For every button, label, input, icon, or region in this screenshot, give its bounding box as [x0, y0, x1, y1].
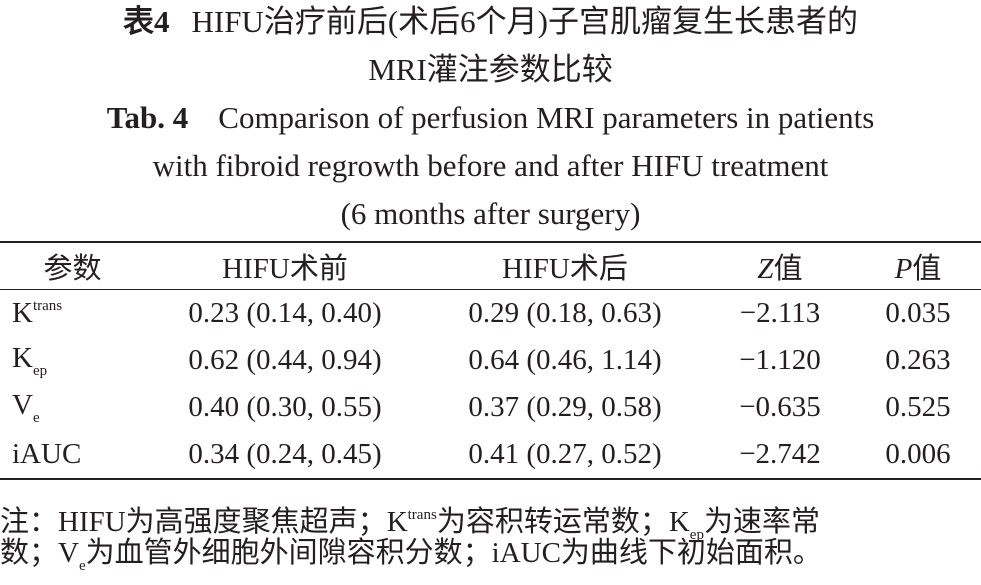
cell-text: −1.120: [739, 344, 821, 376]
parameter-cell: Ktrans: [0, 290, 145, 338]
value-cell: 0.41 (0.27, 0.52): [425, 431, 705, 479]
note-text: 为速率常: [703, 506, 820, 538]
note-text: 注：HIFU为高强度聚焦超声；: [0, 506, 387, 538]
cell-text-base: K: [12, 341, 33, 374]
cell-text: −2.742: [739, 438, 821, 470]
cell-text: −2.113: [739, 297, 821, 329]
value-cell: 0.006: [855, 431, 981, 479]
header-text: HIFU术前: [222, 253, 348, 285]
note-text-base: K: [386, 506, 408, 538]
cell-text: 0.37 (0.29, 0.58): [468, 391, 662, 423]
note-line: 注：HIFU为高强度聚焦超声；Ktrans为容积转运常数；Kep为速率常: [0, 496, 981, 554]
cell-text-sub: e: [32, 409, 40, 426]
note-text-sub: ep: [689, 527, 704, 543]
value-cell: 0.035: [855, 290, 981, 338]
title-en-line: Tab. 4 Comparison of perfusion MRI parame…: [0, 98, 981, 138]
header-cell: Z值: [705, 242, 855, 290]
note-text-base: K: [668, 506, 690, 538]
header-text: HIFU术后: [502, 253, 628, 285]
header-text-text: 值: [912, 253, 942, 285]
header-cell: P值: [855, 242, 981, 290]
cell-text: 0.29 (0.18, 0.63): [468, 297, 662, 329]
value-cell: 0.34 (0.24, 0.45): [145, 431, 425, 479]
header-cell: HIFU术前: [145, 242, 425, 290]
header-text-text: 值: [773, 253, 803, 285]
cell-text: 0.23 (0.14, 0.40): [188, 297, 382, 329]
header-text-var: P: [894, 253, 913, 285]
value-cell: 0.263: [855, 337, 981, 384]
parameter-cell: Kep: [0, 337, 145, 384]
title-en-text: Comparison of perfusion MRI parameters i…: [218, 100, 875, 135]
table-label-en: Tab. 4: [106, 100, 189, 135]
table-label-cn: 表4: [123, 4, 170, 39]
value-cell: −0.635: [705, 384, 855, 431]
value-cell: 0.62 (0.44, 0.94): [145, 337, 425, 384]
note-text-sup: trans: [407, 507, 437, 523]
cell-text: 0.006: [885, 438, 951, 470]
value-cell: −1.120: [705, 337, 855, 384]
value-cell: −2.742: [705, 431, 855, 479]
title-cn-text: HIFU治疗前后(术后6个月)子宫肌瘤复生长患者的: [191, 4, 858, 39]
value-cell: 0.40 (0.30, 0.55): [145, 384, 425, 431]
cell-text: −0.635: [739, 391, 821, 423]
cell-text: 0.40 (0.30, 0.55): [188, 391, 382, 423]
parameter-cell: iAUC: [0, 431, 145, 479]
table-row: Kep 0.62 (0.44, 0.94) 0.64 (0.46, 1.14) −1.…: [0, 337, 981, 384]
header-cell: HIFU术后: [425, 242, 705, 290]
value-cell: 0.525: [855, 384, 981, 431]
title-cn-line: MRI灌注参数比较: [368, 52, 613, 87]
cell-text: 0.525: [885, 391, 951, 423]
data-table: 参数 HIFU术前 HIFU术后 Z值 P值 Ktrans 0.23 (0.14, 0.4…: [0, 241, 981, 480]
cell-text: 0.263: [885, 344, 951, 376]
cell-text-sub: ep: [32, 362, 48, 379]
cell-text: 0.035: [885, 297, 951, 329]
table-row: Ktrans 0.23 (0.14, 0.40) 0.29 (0.18, 0.63)…: [0, 290, 981, 338]
title-en-line: with fibroid regrowth before and after H…: [152, 148, 829, 183]
cell-text-base: K: [12, 297, 33, 329]
value-cell: 0.23 (0.14, 0.40): [145, 290, 425, 338]
cell-text: 0.62 (0.44, 0.94): [188, 344, 382, 376]
table-row: Ve 0.40 (0.30, 0.55) 0.37 (0.29, 0.58) −0.6…: [0, 384, 981, 431]
value-cell: 0.37 (0.29, 0.58): [425, 384, 705, 431]
header-cell: 参数: [0, 242, 145, 290]
parameter-cell: Ve: [0, 384, 145, 431]
note-text-base: V: [58, 537, 79, 569]
value-cell: 0.29 (0.18, 0.63): [425, 290, 705, 338]
note-text-sub: e: [78, 558, 86, 574]
title-cn-line: 表4 HIFU治疗前后(术后6个月)子宫肌瘤复生长患者的: [0, 2, 981, 42]
cell-text: 0.41 (0.27, 0.52): [468, 438, 662, 470]
value-cell: −2.113: [705, 290, 855, 338]
header-text: 参数: [43, 253, 102, 285]
cell-text: 0.64 (0.46, 1.14): [468, 344, 662, 376]
note-text: 数；: [0, 537, 59, 569]
value-cell: 0.64 (0.46, 1.14): [425, 337, 705, 384]
cell-text: iAUC: [12, 438, 82, 470]
header-text-var: Z: [757, 253, 774, 285]
header-row: 参数 HIFU术前 HIFU术后 Z值 P值: [0, 242, 981, 290]
cell-text: 0.34 (0.24, 0.45): [188, 438, 382, 470]
note-text: 为血管外细胞外间隙容积分数；iAUC为曲线下初始面积。: [85, 537, 822, 569]
table-row: iAUC 0.34 (0.24, 0.45) 0.41 (0.27, 0.52) −2…: [0, 431, 981, 479]
table-body: Ktrans 0.23 (0.14, 0.40) 0.29 (0.18, 0.63)…: [0, 290, 981, 479]
title-en-line: (6 months after surgery): [340, 196, 641, 231]
note-text: 为容积转运常数；: [436, 506, 669, 538]
cell-text-base: V: [12, 388, 33, 421]
note-line: 数；Ve为血管外细胞外间隙容积分数；iAUC为曲线下初始面积。: [0, 534, 981, 585]
cell-text-sup: trans: [32, 298, 63, 314]
